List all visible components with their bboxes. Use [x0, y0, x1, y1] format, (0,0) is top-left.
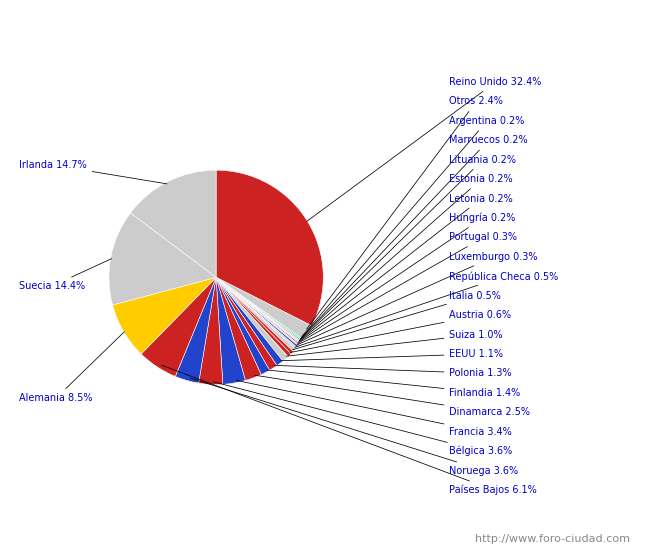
Text: EEUU 1.1%: EEUU 1.1%	[281, 349, 504, 361]
Text: Noruega 3.6%: Noruega 3.6%	[190, 378, 519, 476]
Wedge shape	[216, 277, 288, 361]
Text: Dinamarca 2.5%: Dinamarca 2.5%	[255, 375, 530, 417]
Text: Suiza 1.0%: Suiza 1.0%	[286, 329, 503, 356]
Text: Luxemburgo 0.3%: Luxemburgo 0.3%	[296, 252, 538, 345]
Wedge shape	[109, 213, 216, 305]
Wedge shape	[216, 277, 299, 346]
Text: Otros 2.4%: Otros 2.4%	[307, 96, 503, 329]
Text: Austria 0.6%: Austria 0.6%	[290, 310, 512, 353]
Text: Reino Unido 32.4%: Reino Unido 32.4%	[307, 77, 542, 221]
Text: Italia 0.5%: Italia 0.5%	[292, 291, 501, 350]
Text: Francia 3.4%: Francia 3.4%	[237, 381, 512, 437]
Wedge shape	[216, 277, 304, 341]
Text: Irlanda 14.7%: Irlanda 14.7%	[19, 160, 167, 184]
Text: República Checa 0.5%: República Checa 0.5%	[295, 271, 559, 347]
Wedge shape	[216, 277, 301, 344]
Text: Nerja - Turistas extranjeros según país - Abril de 2024: Nerja - Turistas extranjeros según país …	[72, 12, 578, 30]
Text: Portugal 0.3%: Portugal 0.3%	[298, 233, 517, 343]
Text: Marruecos 0.2%: Marruecos 0.2%	[302, 135, 528, 337]
Wedge shape	[216, 277, 312, 340]
Text: http://www.foro-ciudad.com: http://www.foro-ciudad.com	[476, 534, 630, 544]
Wedge shape	[216, 277, 277, 370]
Wedge shape	[216, 277, 297, 349]
Wedge shape	[176, 277, 216, 383]
Wedge shape	[216, 277, 298, 348]
Wedge shape	[216, 277, 296, 351]
Wedge shape	[216, 277, 261, 381]
Text: Argentina 0.2%: Argentina 0.2%	[302, 116, 525, 336]
Wedge shape	[141, 277, 216, 376]
Wedge shape	[216, 277, 300, 345]
Wedge shape	[131, 170, 216, 277]
Text: Países Bajos 6.1%: Países Bajos 6.1%	[161, 365, 537, 495]
Wedge shape	[216, 277, 246, 384]
Text: Suecia 14.4%: Suecia 14.4%	[19, 258, 112, 291]
Text: Finlandia 1.4%: Finlandia 1.4%	[266, 370, 521, 398]
Wedge shape	[216, 170, 323, 326]
Wedge shape	[216, 277, 302, 342]
Text: Hungría 0.2%: Hungría 0.2%	[298, 213, 516, 342]
Text: Alemania 8.5%: Alemania 8.5%	[19, 332, 124, 403]
Wedge shape	[216, 277, 293, 354]
Wedge shape	[216, 277, 270, 375]
Text: Polonia 1.3%: Polonia 1.3%	[274, 365, 512, 378]
Text: Bélgica 3.6%: Bélgica 3.6%	[214, 382, 513, 456]
Wedge shape	[216, 277, 291, 357]
Wedge shape	[199, 277, 223, 384]
Wedge shape	[216, 277, 302, 343]
Text: Estonia 0.2%: Estonia 0.2%	[300, 174, 513, 339]
Wedge shape	[216, 277, 283, 366]
Wedge shape	[112, 277, 216, 354]
Text: Lituania 0.2%: Lituania 0.2%	[301, 155, 517, 338]
Text: Letonia 0.2%: Letonia 0.2%	[300, 194, 514, 341]
